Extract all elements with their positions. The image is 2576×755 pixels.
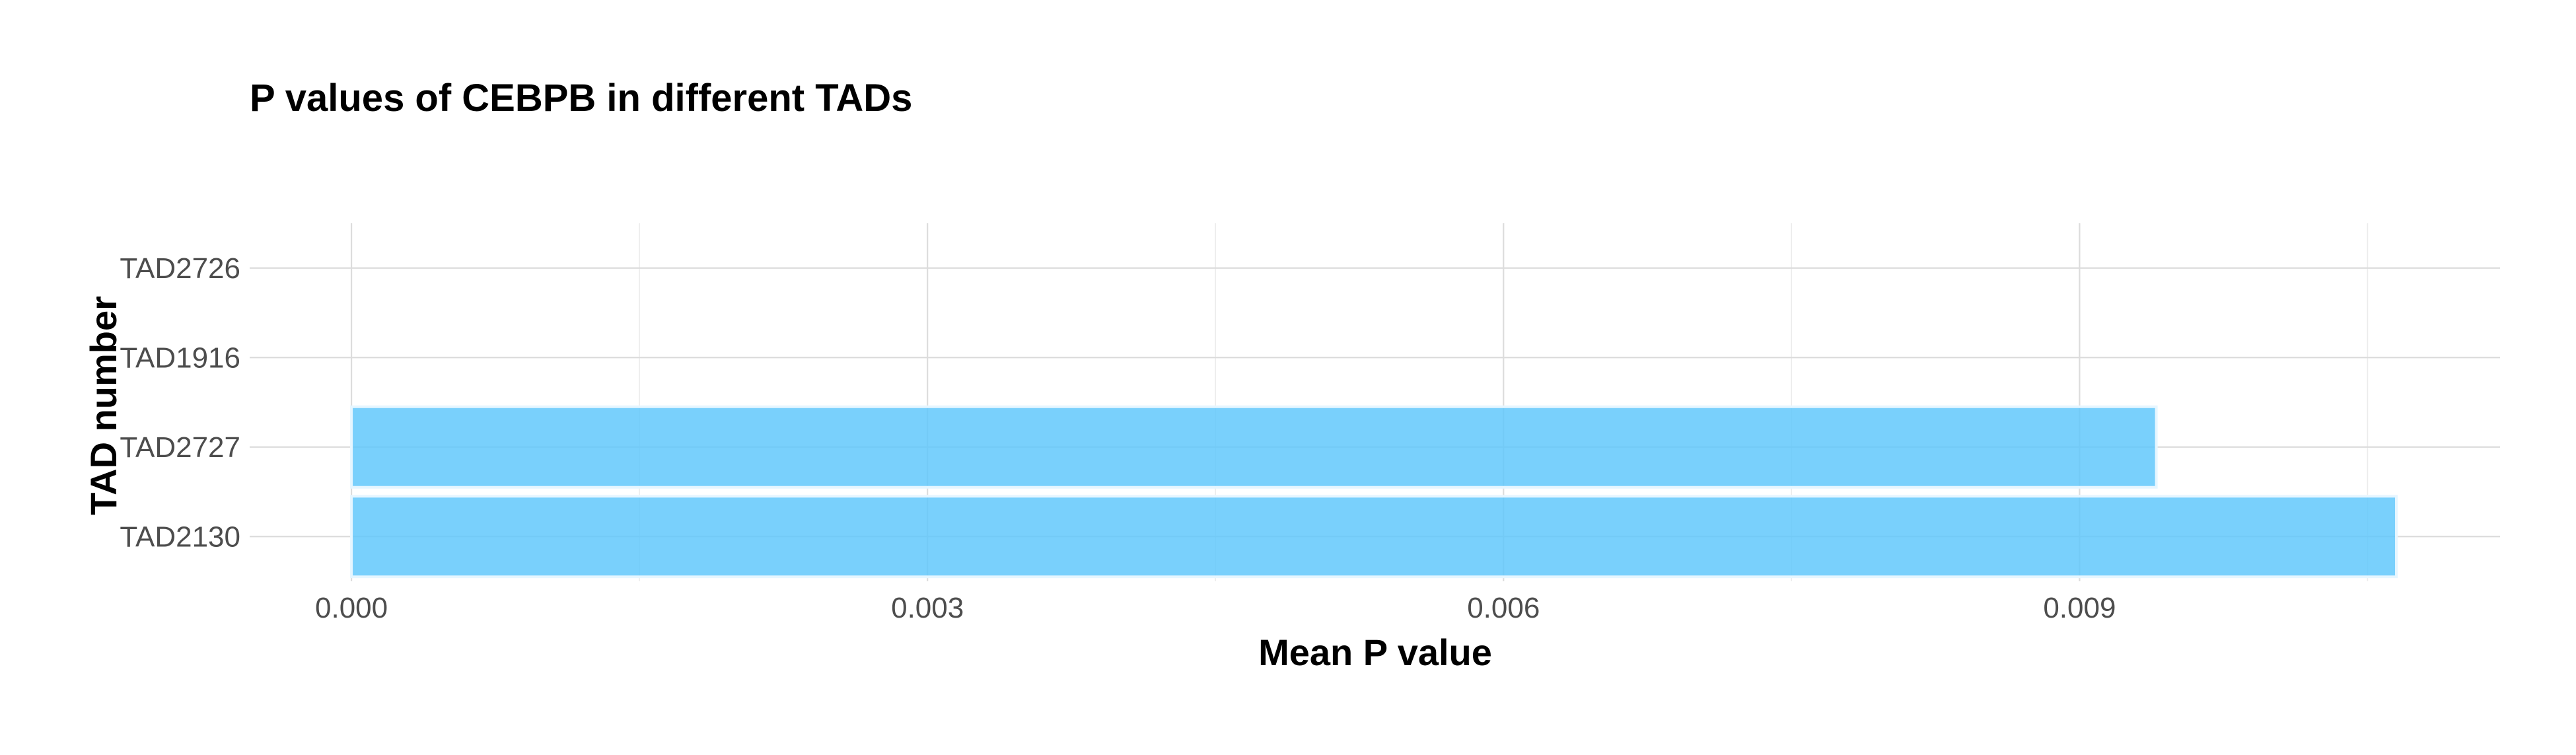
x-axis-title: Mean P value (1258, 631, 1492, 673)
x-tick-label: 0.003 (891, 592, 964, 624)
bar-tad2130 (350, 495, 2398, 579)
y-axis-title: TAD number (83, 296, 124, 515)
y-tick-label: TAD2130 (120, 521, 240, 553)
y-tick-label: TAD1916 (120, 342, 240, 374)
x-tick-label: 0.009 (2043, 592, 2116, 624)
bars-layer (350, 405, 2398, 579)
bar-tad2727 (350, 405, 2158, 489)
x-tick-label: 0.000 (315, 592, 388, 624)
x-tick-labels: 0.000 0.003 0.006 0.009 (315, 592, 2116, 624)
y-tick-label: TAD2727 (120, 431, 240, 464)
y-tick-label: TAD2726 (120, 252, 240, 285)
y-tick-labels: TAD2726 TAD1916 TAD2727 TAD2130 (120, 252, 240, 554)
chart-title: P values of CEBPB in different TADs (250, 77, 912, 120)
x-tick-label: 0.006 (1467, 592, 1540, 624)
